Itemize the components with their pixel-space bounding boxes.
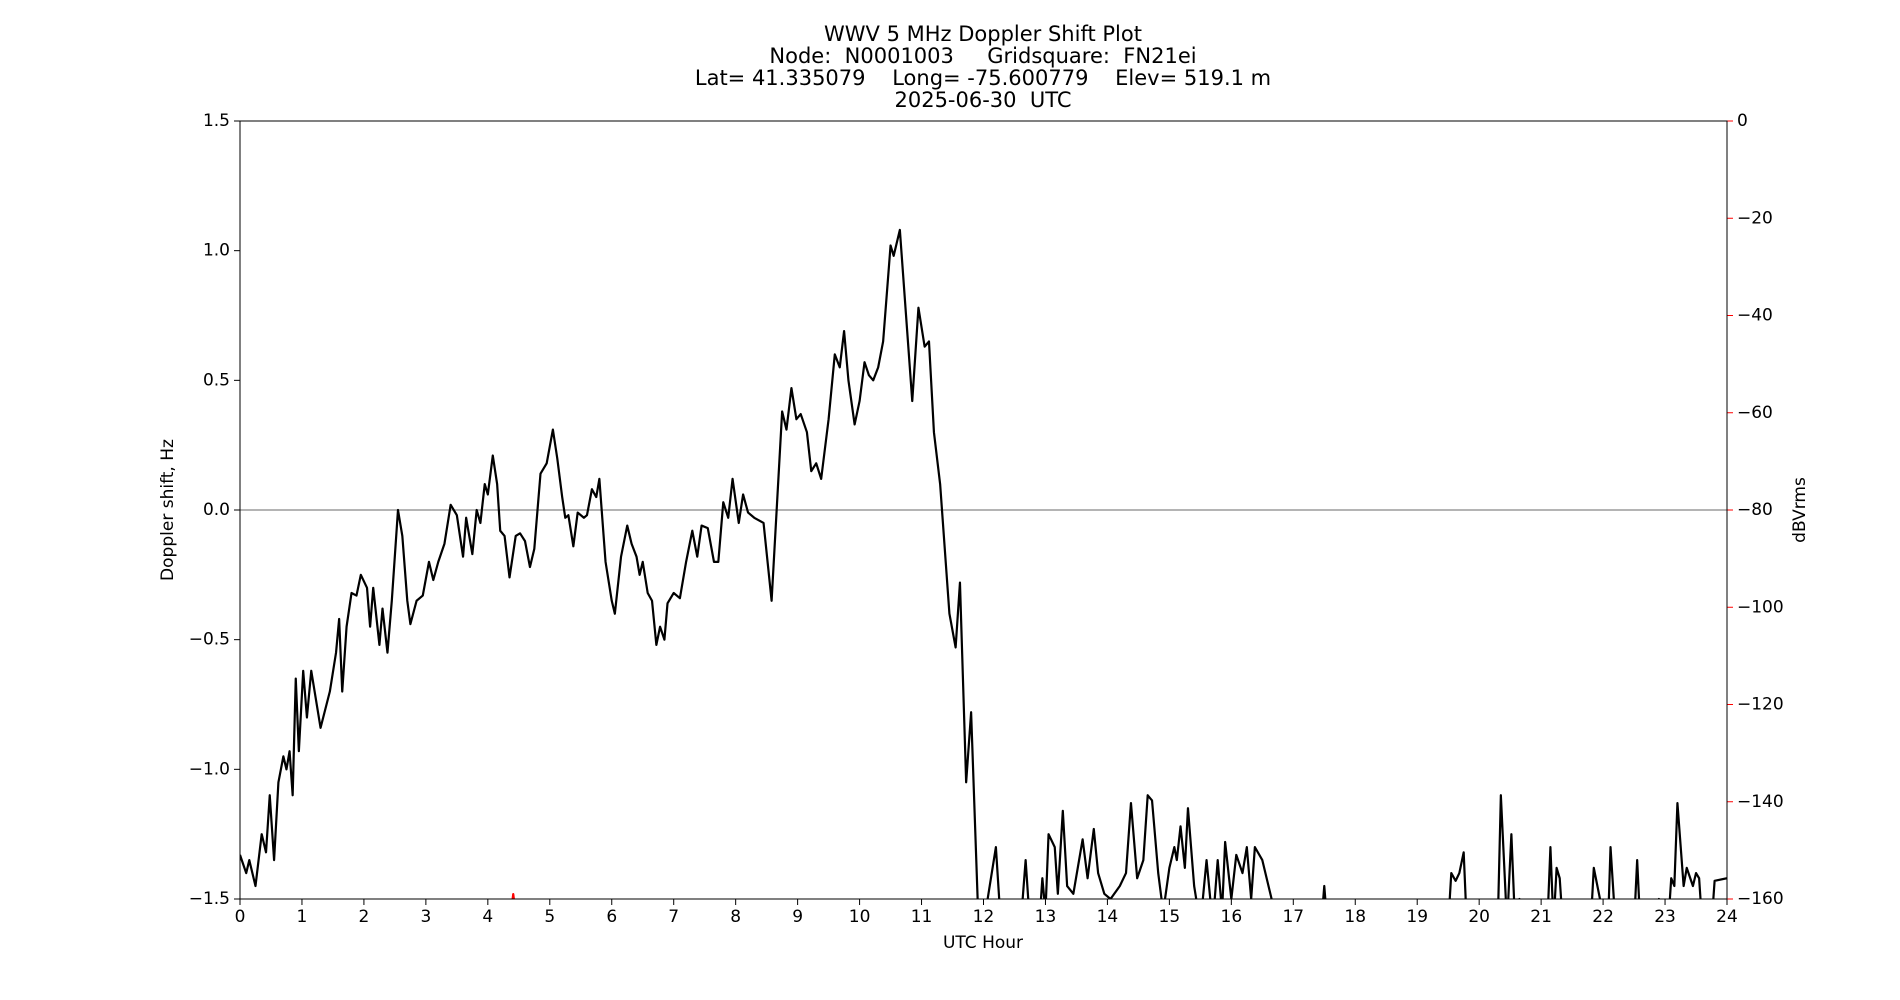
plot-area (240, 228, 1727, 899)
x-tick-label: 19 (1406, 907, 1428, 927)
x-tick-label: 23 (1654, 907, 1676, 927)
y2-tick-label: −60 (1737, 403, 1773, 423)
y2-tick-label: −40 (1737, 306, 1773, 326)
x-tick-label: 7 (668, 907, 679, 927)
chart-subtitle: Node: N0001003 Gridsquare: FN21ei (769, 44, 1196, 68)
x-tick-label: 0 (235, 907, 246, 927)
x-tick-label: 8 (730, 907, 741, 927)
y-tick-label: 0.5 (203, 370, 230, 390)
y2-tick-label: −140 (1737, 792, 1784, 812)
x-tick-label: 22 (1592, 907, 1614, 927)
x-tick-label: 6 (606, 907, 617, 927)
y-tick-label: −1.0 (189, 759, 230, 779)
x-tick-label: 24 (1716, 907, 1738, 927)
y2-axis-label: dBVrms (1790, 477, 1810, 543)
x-tick-label: 2 (359, 907, 370, 927)
y2-tick-label: 0 (1737, 111, 1748, 131)
y2-tick-label: −160 (1737, 889, 1784, 909)
x-tick-label: 13 (1035, 907, 1057, 927)
x-tick-label: 21 (1530, 907, 1552, 927)
x-tick-label: 11 (911, 907, 933, 927)
plot-frame (239, 120, 1728, 900)
y-tick-label: 0.0 (203, 500, 230, 520)
x-tick-label: 16 (1221, 907, 1243, 927)
series-line (240, 228, 1727, 899)
x-tick-label: 5 (544, 907, 555, 927)
x-tick-label: 9 (792, 907, 803, 927)
x-tick-label: 12 (973, 907, 995, 927)
x-tick-label: 15 (1159, 907, 1181, 927)
x-tick-label: 14 (1097, 907, 1119, 927)
x-tick-label: 20 (1468, 907, 1490, 927)
y-tick-label: 1.5 (203, 111, 230, 131)
y-tick-label: 1.0 (203, 241, 230, 261)
x-tick-label: 18 (1344, 907, 1366, 927)
x-tick-label: 4 (482, 907, 493, 927)
chart-subtitle: 2025-06-30 UTC (894, 88, 1071, 112)
x-tick-label: 3 (420, 907, 431, 927)
y2-tick-label: −100 (1737, 597, 1784, 617)
y-axis-label: Doppler shift, Hz (158, 439, 178, 581)
chart-title: WWV 5 MHz Doppler Shift Plot (824, 22, 1142, 46)
series-line (511, 893, 515, 899)
y2-tick-label: −20 (1737, 208, 1773, 228)
y-tick-label: −1.5 (189, 889, 230, 909)
x-tick-label: 10 (849, 907, 871, 927)
y2-tick-label: −120 (1737, 695, 1784, 715)
x-tick-label: 17 (1282, 907, 1304, 927)
x-axis-label: UTC Hour (943, 933, 1023, 953)
x-tick-label: 1 (297, 907, 308, 927)
chart-subtitle: Lat= 41.335079 Long= -75.600779 Elev= 51… (695, 66, 1271, 90)
y-tick-label: −0.5 (189, 630, 230, 650)
y2-tick-label: −80 (1737, 500, 1773, 520)
